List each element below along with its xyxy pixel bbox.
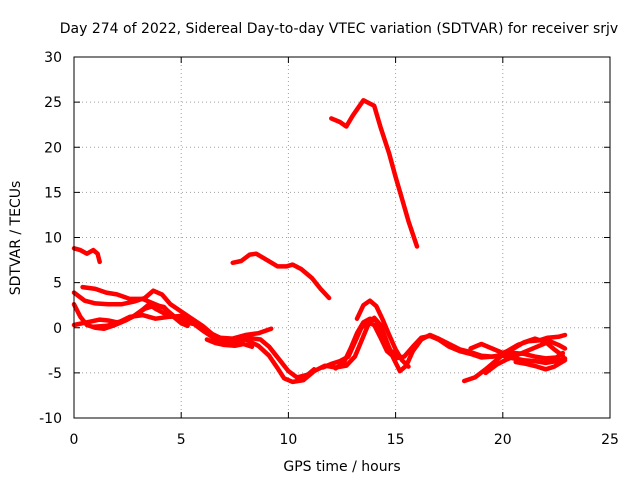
series-line-arc-15	[468, 336, 566, 358]
x-tick-label: 10	[279, 432, 297, 448]
series-line-arc-16	[513, 357, 568, 372]
axis-ticks: -10 -5 0 5 10 15 20 25 30 0 5 10 15 20 25	[39, 50, 619, 448]
series-line-arc-9	[329, 98, 420, 249]
x-tick-label: 20	[494, 432, 512, 448]
series-line-arc-7	[204, 337, 255, 349]
series-line-arc-1	[71, 246, 102, 265]
x-axis-label: GPS time / hours	[283, 459, 400, 475]
y-axis-label: SDTVAR / TECUs	[8, 181, 24, 296]
series-line-arc-2	[80, 284, 317, 380]
y-tick-label: 30	[44, 50, 62, 66]
series-line-arc-14	[483, 339, 568, 376]
y-tick-label: -5	[48, 366, 62, 382]
series-line-arc-11	[333, 316, 398, 371]
series-line-arc-8	[230, 251, 332, 301]
y-tick-label: -10	[39, 411, 62, 427]
y-tick-label: 25	[44, 95, 62, 111]
series-line-arc-12	[354, 298, 411, 369]
x-tick-label: 25	[601, 432, 619, 448]
data-series-group	[71, 98, 568, 385]
x-tick-label: 5	[177, 432, 186, 448]
y-tick-label: 5	[53, 276, 62, 292]
x-tick-label: 15	[387, 432, 405, 448]
y-tick-label: 15	[44, 185, 62, 201]
x-tick-label: 0	[70, 432, 79, 448]
series-line-arc-6	[91, 312, 274, 341]
chart-title: Day 274 of 2022, Sidereal Day-to-day VTE…	[60, 21, 618, 37]
y-tick-label: 0	[53, 321, 62, 337]
y-tick-label: 20	[44, 140, 62, 156]
y-tick-label: 10	[44, 231, 62, 247]
